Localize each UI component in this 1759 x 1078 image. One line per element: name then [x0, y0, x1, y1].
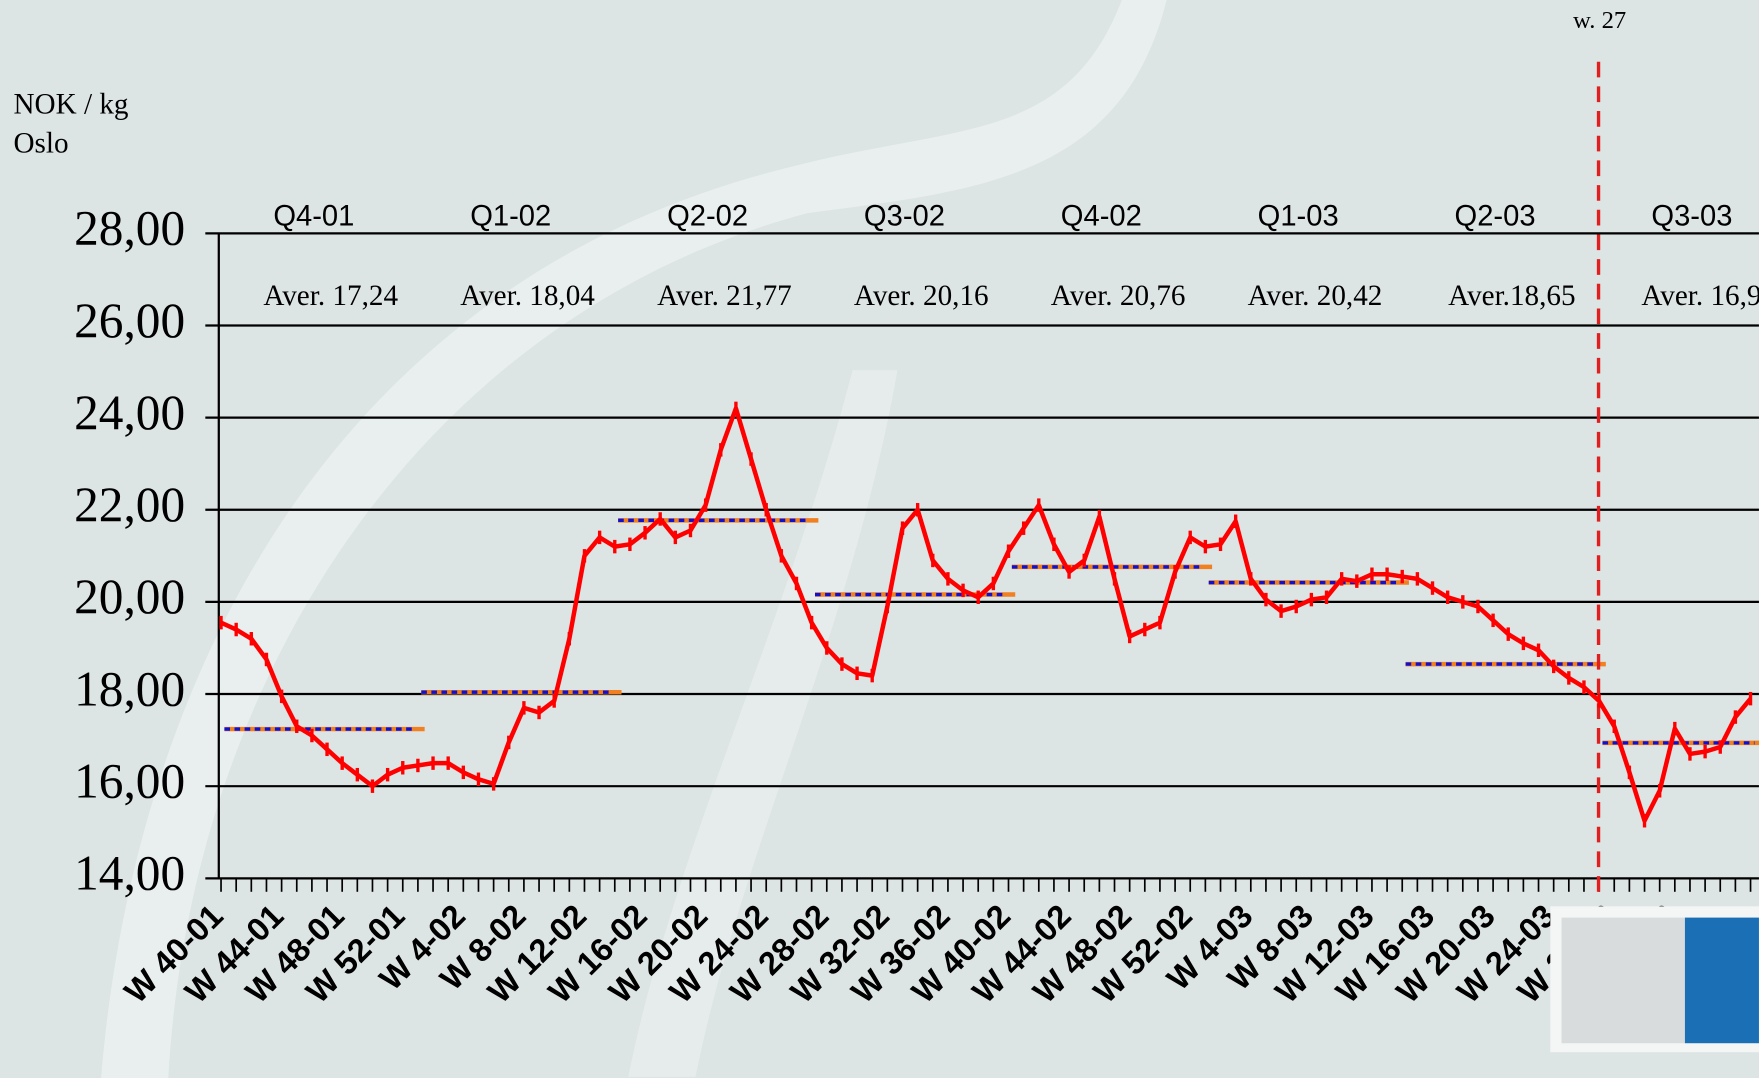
- y-label: Oslo: [14, 128, 69, 160]
- average-label: Aver. 21,77: [657, 280, 792, 312]
- average-label: Aver. 20,42: [1248, 280, 1383, 312]
- y-label: NOK / kg: [14, 88, 129, 120]
- average-label: Aver. 18,04: [460, 280, 595, 312]
- average-label: Aver.18,65: [1448, 280, 1575, 312]
- quarter-label: Q2-03: [1455, 200, 1536, 232]
- logo: [1550, 906, 1759, 1053]
- average-label: Aver. 20,16: [854, 280, 989, 312]
- average-label: Aver. 20,76: [1051, 280, 1186, 312]
- quarter-label: Q3-03: [1651, 200, 1732, 232]
- y-tick-label: 20,00: [74, 569, 185, 624]
- price-line: [220, 406, 1753, 823]
- y-tick-label: 28,00: [74, 201, 185, 256]
- logo-box: [1561, 917, 1685, 1044]
- quarter-label: Q1-03: [1258, 200, 1339, 232]
- y-tick-label: 18,00: [74, 661, 185, 716]
- quarter-label: Q4-01: [273, 200, 354, 232]
- decoration: [101, 0, 1167, 1078]
- quarter-label: Q4-02: [1061, 200, 1142, 232]
- y-tick-label: 16,00: [74, 754, 185, 809]
- average-label: Aver. 16,94: [1641, 280, 1759, 312]
- annotation: w. 27: [1573, 7, 1626, 34]
- y-tick-label: 14,00: [74, 846, 185, 901]
- y-tick-label: 26,00: [74, 293, 185, 348]
- y-tick-label: 22,00: [74, 477, 185, 532]
- decoration: [628, 370, 898, 1077]
- quarter-label: Q3-02: [864, 200, 945, 232]
- average-label: Aver. 17,24: [263, 280, 398, 312]
- quarter-label: Q2-02: [667, 200, 748, 232]
- quarter-label: Q1-02: [470, 200, 551, 232]
- y-tick-label: 24,00: [74, 385, 185, 440]
- logo-box: [1684, 917, 1759, 1044]
